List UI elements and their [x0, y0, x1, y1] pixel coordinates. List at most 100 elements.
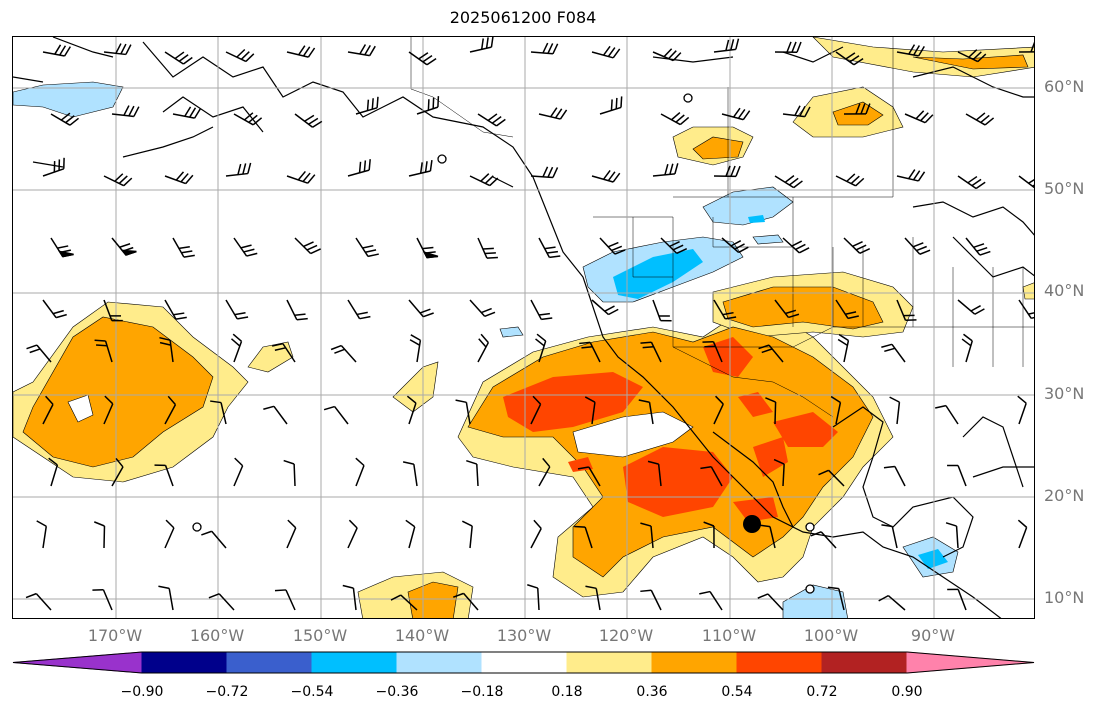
lat-label: 50°N — [1044, 179, 1085, 198]
colorbar-swatch — [141, 651, 228, 674]
wind-barb — [599, 96, 623, 115]
colorbar-tick-label: 0.72 — [806, 684, 838, 700]
wind-barb — [347, 44, 376, 57]
wind-barb — [530, 166, 559, 179]
wind-barb — [810, 531, 837, 549]
wind-barb — [172, 106, 202, 119]
wind-barb — [652, 163, 679, 177]
wind-barb — [164, 51, 193, 65]
wind-barb — [42, 299, 67, 319]
wind-barb — [347, 159, 371, 177]
wind-barb — [835, 51, 864, 66]
wind-barb — [469, 173, 499, 187]
colorbar-tick-label: −0.72 — [205, 684, 249, 700]
wind-barb — [530, 395, 542, 425]
wind-barb — [103, 43, 132, 56]
wind-barb — [355, 457, 365, 487]
wind-barb — [881, 343, 906, 363]
wind-barb — [535, 333, 547, 363]
wind-barb — [660, 112, 690, 126]
wind-barb — [577, 466, 601, 487]
wind-barb — [36, 520, 48, 549]
wind-barb — [904, 237, 931, 255]
calm-markers — [192, 93, 815, 594]
wind-barb — [638, 399, 654, 425]
wind-barb — [390, 594, 418, 611]
wind-barb — [477, 333, 490, 363]
colorbar-tick-label: 0.54 — [721, 684, 753, 700]
wind-barb — [652, 299, 672, 322]
wind-barb — [416, 96, 440, 115]
lon-label: 160°W — [189, 626, 245, 645]
wind-barb — [103, 395, 114, 425]
wind-barb — [230, 333, 243, 363]
wind-barb — [765, 397, 777, 425]
wind-barb — [773, 458, 785, 487]
wind-barb — [835, 299, 859, 320]
wind-barb — [469, 37, 494, 53]
colorbar-tick-label: −0.54 — [290, 684, 334, 700]
lon-label: 150°W — [292, 626, 348, 645]
wind-barb — [1017, 519, 1028, 549]
wind-barb — [947, 464, 967, 487]
colorbar-swatch — [311, 651, 398, 674]
wind-barb — [647, 460, 662, 487]
colorbar-swatch — [736, 651, 823, 674]
wind-barb — [702, 340, 723, 363]
colorbar-swatch — [906, 651, 1035, 674]
wind-barb — [455, 399, 471, 425]
wind-barb — [538, 107, 568, 120]
colorbar-swatch — [396, 651, 483, 674]
wind-barb — [591, 170, 621, 183]
wind-barb — [713, 38, 740, 53]
wind-barb — [881, 524, 898, 549]
wind-barb — [713, 165, 741, 178]
lon-label: 130°W — [496, 626, 552, 645]
wind-barb — [591, 299, 619, 316]
wind-barb — [774, 299, 800, 319]
wind-barb — [342, 584, 357, 611]
colorbar-swatch — [12, 651, 143, 674]
wind-barb — [1018, 299, 1034, 320]
colorbar-swatch — [226, 651, 313, 674]
colorbar-tick-label: −0.90 — [120, 684, 164, 700]
wind-barb — [94, 339, 113, 363]
wind-barb — [961, 333, 973, 363]
wind-barb — [286, 170, 316, 184]
wind-barb — [48, 457, 59, 487]
wind-barb — [164, 395, 177, 425]
colorbar-tick-label: 0.18 — [551, 684, 583, 700]
wind-barb — [164, 171, 194, 185]
wind-barb — [700, 466, 723, 487]
wind-barb — [408, 160, 433, 177]
wind-barb — [164, 519, 175, 549]
wind-barb — [758, 344, 784, 363]
colorbar-tick-label: −0.18 — [460, 684, 504, 700]
wind-barb — [904, 110, 934, 124]
wind-barb — [599, 237, 626, 255]
wind-barb — [782, 237, 810, 254]
wind-barb — [896, 169, 926, 182]
wind-barb — [294, 113, 323, 128]
lon-label: 170°W — [87, 626, 143, 645]
wind-barb — [591, 45, 621, 59]
colorbar-swatch — [821, 651, 908, 674]
wind-barb — [286, 299, 308, 321]
wind-barb — [26, 344, 52, 363]
colorbar — [12, 651, 1035, 674]
wind-barb — [574, 525, 593, 549]
colorbar-swatch — [566, 651, 653, 674]
wind-barb — [111, 457, 124, 487]
wind-barb — [225, 299, 249, 320]
wind-barb — [713, 299, 737, 320]
wind-barb — [477, 113, 506, 127]
wind-barb — [93, 521, 106, 549]
wind-barb — [721, 107, 751, 121]
colorbar-outline — [12, 651, 1035, 674]
lat-label: 20°N — [1044, 486, 1085, 505]
wind-barb — [965, 112, 995, 126]
wind-barb — [225, 162, 252, 177]
wind-barb — [201, 530, 227, 549]
wind-barb — [699, 590, 723, 611]
wind-barb — [111, 237, 137, 256]
